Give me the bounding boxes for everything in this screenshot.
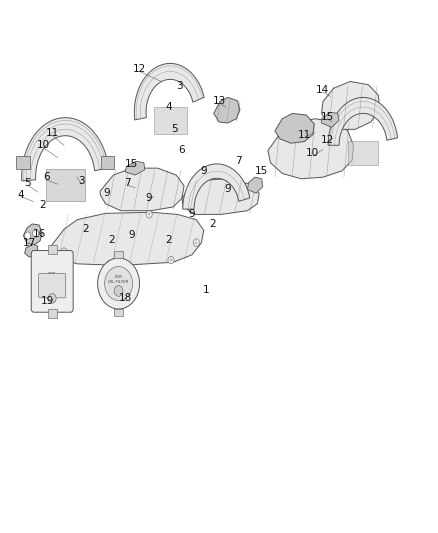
Polygon shape — [321, 82, 380, 130]
Polygon shape — [21, 118, 109, 181]
Text: 4: 4 — [166, 102, 172, 112]
Polygon shape — [247, 177, 263, 193]
Circle shape — [146, 211, 152, 218]
Circle shape — [61, 248, 67, 255]
Bar — [114, 251, 123, 258]
Polygon shape — [46, 169, 85, 201]
Text: 5: 5 — [171, 124, 178, 134]
Polygon shape — [321, 112, 339, 127]
Text: 7: 7 — [124, 177, 131, 188]
Circle shape — [114, 286, 123, 296]
Text: 2: 2 — [39, 200, 46, 211]
Bar — [114, 309, 123, 317]
Polygon shape — [23, 224, 42, 245]
Text: 9: 9 — [128, 230, 135, 240]
Text: 18: 18 — [119, 293, 132, 303]
Text: 5: 5 — [25, 177, 31, 188]
Text: 15: 15 — [125, 159, 138, 169]
Polygon shape — [268, 119, 353, 179]
Bar — [48, 245, 57, 254]
Text: 10: 10 — [306, 148, 319, 158]
Text: 17: 17 — [22, 238, 36, 247]
Text: 3: 3 — [177, 81, 183, 91]
Text: 14: 14 — [316, 85, 329, 95]
Text: 3: 3 — [78, 176, 85, 187]
Polygon shape — [17, 156, 30, 169]
Text: 9: 9 — [103, 188, 110, 198]
Polygon shape — [51, 212, 204, 265]
Text: 7: 7 — [235, 156, 242, 166]
Polygon shape — [328, 98, 398, 146]
Circle shape — [98, 258, 140, 309]
Text: 15: 15 — [255, 166, 268, 176]
Text: 9: 9 — [189, 209, 195, 220]
Circle shape — [25, 232, 31, 239]
Polygon shape — [125, 161, 145, 175]
Circle shape — [193, 239, 199, 246]
Text: 2: 2 — [209, 219, 216, 229]
Polygon shape — [101, 156, 114, 169]
Circle shape — [32, 230, 39, 237]
Polygon shape — [153, 107, 187, 134]
Text: 9: 9 — [201, 166, 207, 176]
Text: 9: 9 — [224, 184, 231, 195]
Polygon shape — [134, 63, 204, 120]
Text: 10: 10 — [37, 140, 50, 150]
Text: 2: 2 — [82, 224, 89, 235]
Text: 1: 1 — [203, 286, 209, 295]
Text: 9: 9 — [145, 193, 152, 204]
Bar — [48, 309, 57, 318]
Polygon shape — [182, 179, 259, 214]
Text: 2: 2 — [166, 235, 172, 245]
Text: 11: 11 — [297, 130, 311, 140]
Polygon shape — [183, 164, 250, 209]
Polygon shape — [348, 141, 378, 165]
Text: 16: 16 — [32, 229, 46, 239]
FancyBboxPatch shape — [39, 273, 66, 298]
Text: 4: 4 — [17, 190, 24, 200]
Circle shape — [105, 266, 133, 301]
Text: 19: 19 — [41, 296, 54, 306]
Circle shape — [48, 294, 56, 303]
Text: 6: 6 — [43, 172, 50, 182]
Polygon shape — [25, 244, 38, 257]
Text: FOR
OIL DRAIN: FOR OIL DRAIN — [42, 272, 63, 280]
Text: 12: 12 — [321, 135, 334, 145]
Text: 11: 11 — [46, 127, 59, 138]
Text: 12: 12 — [133, 64, 146, 74]
Polygon shape — [275, 114, 314, 143]
Polygon shape — [100, 168, 184, 211]
Text: 2: 2 — [109, 235, 115, 245]
Polygon shape — [214, 98, 240, 123]
Text: 15: 15 — [321, 111, 334, 122]
Circle shape — [168, 256, 174, 264]
FancyBboxPatch shape — [31, 251, 73, 312]
Text: 13: 13 — [212, 95, 226, 106]
Circle shape — [107, 260, 113, 268]
Text: FOR
OIL FILTER: FOR OIL FILTER — [108, 275, 129, 284]
Text: 6: 6 — [179, 144, 185, 155]
